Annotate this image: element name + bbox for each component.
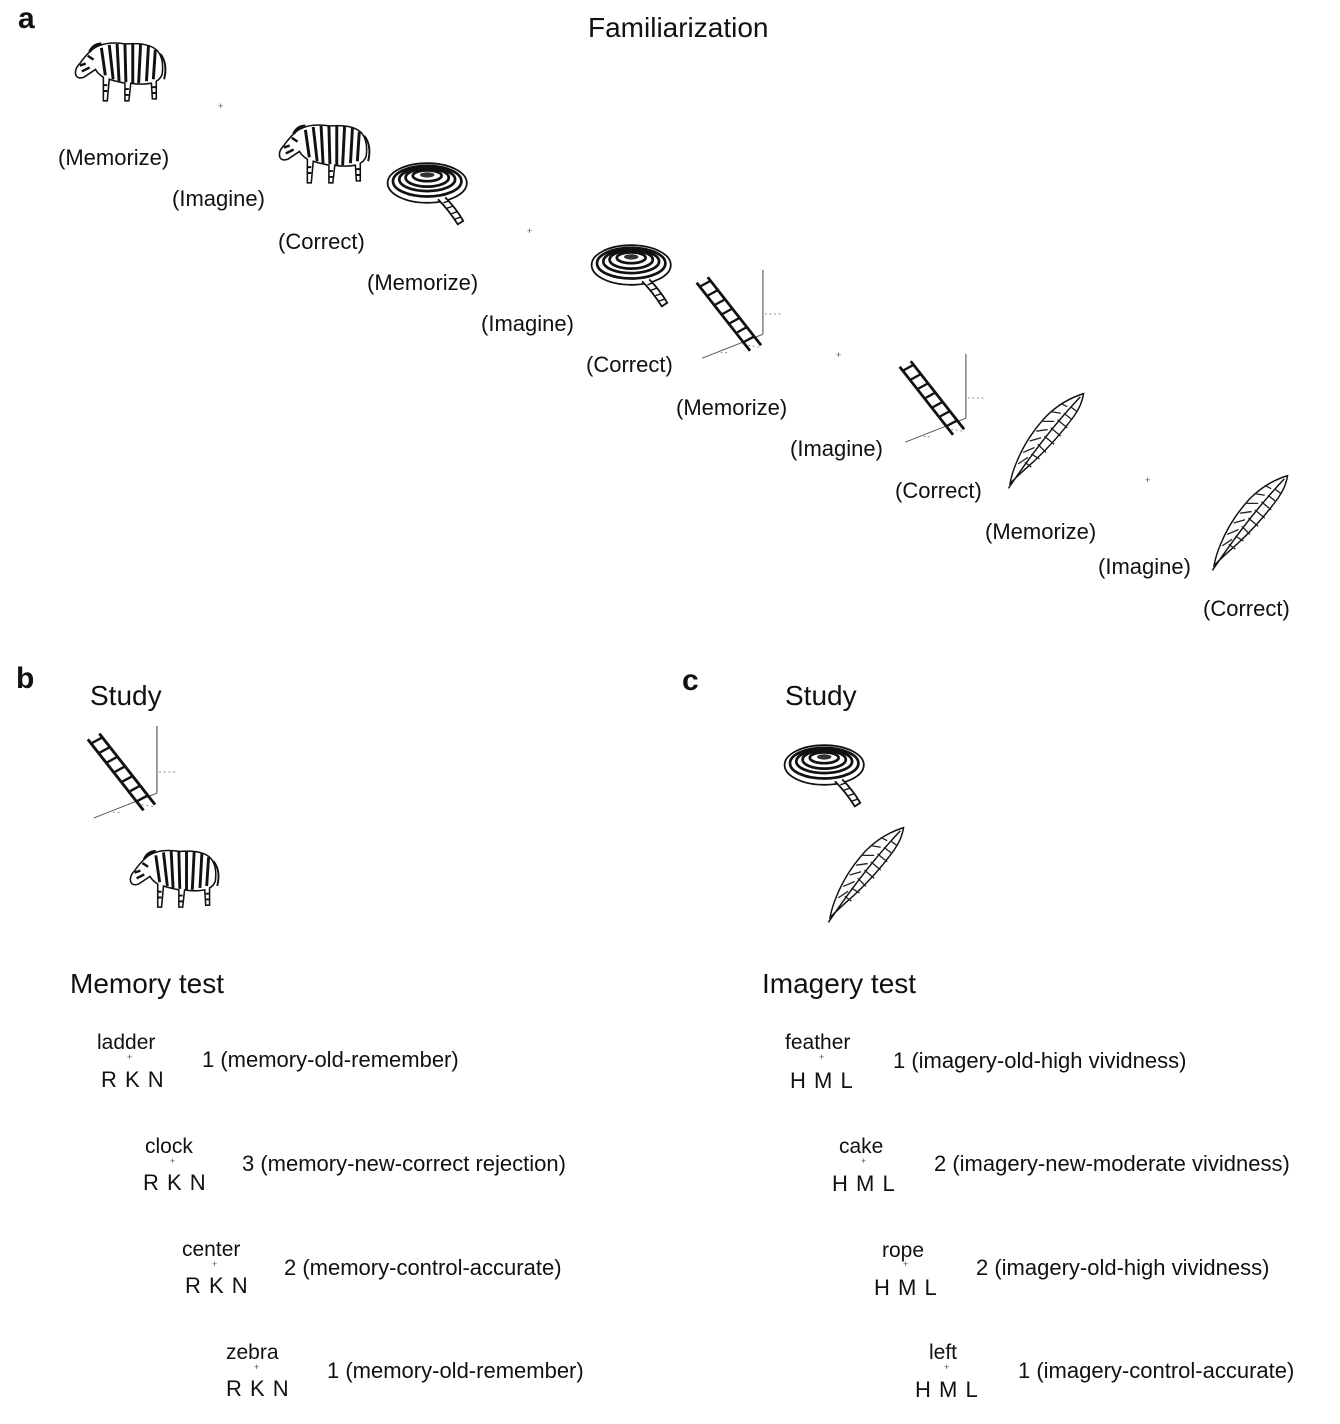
response-keys: H M L <box>915 1377 979 1402</box>
trial-word: feather <box>785 1031 851 1054</box>
trial-word: clock <box>145 1135 193 1158</box>
step-label-imagine: (Imagine) <box>1098 554 1191 579</box>
fixation-cross: + <box>1145 475 1151 485</box>
response-keys: H M L <box>790 1068 854 1093</box>
ladder-icon <box>693 266 785 362</box>
trial-response: 1 (memory-old-remember) <box>202 1047 459 1072</box>
zebra-icon <box>276 112 374 186</box>
step-label-correct: (Correct) <box>278 229 365 254</box>
rope-icon <box>585 238 681 310</box>
fixation-cross: + <box>212 1259 218 1269</box>
response-keys: R K N <box>185 1273 249 1298</box>
trial-response: 2 (imagery-old-high vividness) <box>976 1255 1270 1280</box>
fixation-cross: + <box>836 350 842 360</box>
trial-word: rope <box>882 1239 925 1262</box>
step-label-imagine: (Imagine) <box>790 436 883 461</box>
fixation-cross: + <box>861 1156 867 1166</box>
panel-c-letter: c <box>682 664 699 697</box>
imagery-test-title: Imagery test <box>762 968 917 999</box>
step-label-imagine: (Imagine) <box>172 186 265 211</box>
panel-b-letter: b <box>16 662 35 695</box>
trial-response: 1 (memory-old-remember) <box>327 1358 584 1383</box>
feather-icon <box>1208 474 1292 572</box>
fixation-cross: + <box>944 1362 950 1372</box>
step-label-memorize: (Memorize) <box>985 519 1097 544</box>
response-keys: R K N <box>143 1170 207 1195</box>
trial-response: 1 (imagery-control-accurate) <box>1018 1358 1295 1383</box>
response-keys: H M L <box>874 1275 938 1300</box>
trial-word: left <box>929 1341 958 1364</box>
step-label-memorize: (Memorize) <box>676 395 788 420</box>
step-label-correct: (Correct) <box>586 352 673 377</box>
trial-word: center <box>182 1238 241 1261</box>
step-label-memorize: (Memorize) <box>367 270 479 295</box>
fixation-cross: + <box>254 1362 260 1372</box>
response-keys: H M L <box>832 1171 896 1196</box>
fixation-cross: + <box>903 1259 909 1269</box>
fixation-cross: + <box>218 101 224 111</box>
zebra-icon <box>72 30 170 104</box>
study-title: Study <box>90 680 162 711</box>
trial-word: ladder <box>97 1031 156 1054</box>
fixation-cross: + <box>527 226 533 236</box>
step-label-memorize: (Memorize) <box>58 145 170 170</box>
step-label-correct: (Correct) <box>895 478 982 503</box>
fixation-cross: + <box>127 1052 133 1062</box>
response-keys: R K N <box>226 1376 290 1401</box>
zebra-icon <box>126 838 224 910</box>
fixation-cross: + <box>170 1156 176 1166</box>
panel-a-title: Familiarization <box>588 12 769 43</box>
feather-icon <box>1004 392 1088 490</box>
trial-response: 1 (imagery-old-high vividness) <box>893 1048 1187 1073</box>
step-label-correct: (Correct) <box>1203 596 1290 621</box>
memory-test-title: Memory test <box>70 968 225 999</box>
trial-word: cake <box>839 1135 884 1158</box>
panel-a-letter: a <box>18 2 35 35</box>
ladder-icon <box>896 350 988 446</box>
trial-word: zebra <box>226 1341 279 1364</box>
trial-response: 3 (memory-new-correct rejection) <box>242 1151 566 1176</box>
rope-icon <box>381 156 477 228</box>
study-title: Study <box>785 680 857 711</box>
fixation-cross: + <box>819 1052 825 1062</box>
trial-response: 2 (memory-control-accurate) <box>284 1255 562 1280</box>
ladder-icon <box>84 724 180 820</box>
response-keys: R K N <box>101 1067 165 1092</box>
feather-icon <box>824 826 908 924</box>
step-label-imagine: (Imagine) <box>481 311 574 336</box>
rope-icon <box>778 738 874 810</box>
trial-response: 2 (imagery-new-moderate vividness) <box>934 1151 1290 1176</box>
